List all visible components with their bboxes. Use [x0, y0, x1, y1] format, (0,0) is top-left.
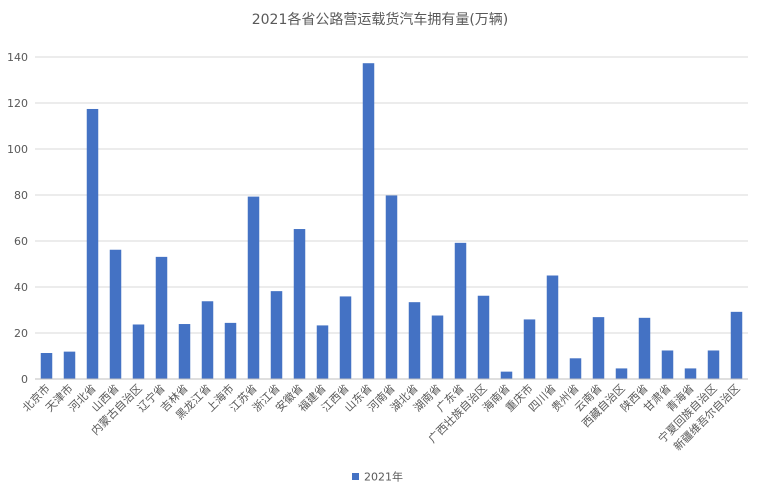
y-tick-label: 120: [7, 97, 28, 110]
bar-29: [707, 350, 720, 379]
bar-2: [86, 108, 99, 379]
bars: [40, 63, 743, 380]
bar-27: [661, 350, 674, 379]
bar-3: [109, 249, 122, 379]
bar-5: [155, 256, 168, 379]
bar-11: [293, 229, 306, 379]
y-axis-ticks: 0 20 40 60 80 100 120 140: [7, 51, 28, 386]
chart-title: 2021各省公路营运载货汽车拥有量(万辆): [252, 11, 509, 28]
bar-25: [615, 368, 628, 379]
bar-24: [592, 317, 605, 379]
bar-7: [201, 301, 214, 379]
x-axis-ticks: 北京市天津市河北省山西省内蒙古自治区辽宁省吉林省黑龙江省上海市江苏省浙江省安徽省…: [19, 381, 742, 453]
legend-label-2021: 2021年: [364, 470, 403, 484]
bar-28: [684, 368, 697, 379]
bar-22: [546, 275, 559, 379]
bar-9: [247, 196, 260, 379]
bar-6: [178, 324, 191, 379]
bar-17: [431, 315, 444, 379]
bar-12: [316, 325, 329, 379]
y-tick-label: 80: [14, 189, 28, 202]
bar-21: [523, 319, 536, 379]
bar-1: [63, 351, 76, 379]
bar-23: [569, 358, 582, 379]
y-tick-label: 0: [21, 373, 28, 386]
bar-15: [385, 195, 398, 379]
bar-4: [132, 324, 145, 379]
y-tick-label: 20: [14, 327, 28, 340]
bar-18: [454, 242, 467, 379]
legend-swatch-2021: [352, 473, 359, 480]
y-tick-label: 60: [14, 235, 28, 248]
bar-26: [638, 317, 651, 379]
y-tick-label: 140: [7, 51, 28, 64]
legend: 2021年: [352, 470, 403, 484]
bar-10: [270, 291, 283, 379]
bar-0: [40, 353, 53, 379]
bar-20: [500, 371, 513, 379]
bar-30: [730, 311, 743, 379]
bar-13: [339, 296, 352, 379]
bar-19: [477, 295, 490, 379]
y-tick-label: 40: [14, 281, 28, 294]
bar-8: [224, 322, 237, 379]
bar-14: [362, 63, 375, 380]
bar-16: [408, 302, 421, 379]
y-tick-label: 100: [7, 143, 28, 156]
